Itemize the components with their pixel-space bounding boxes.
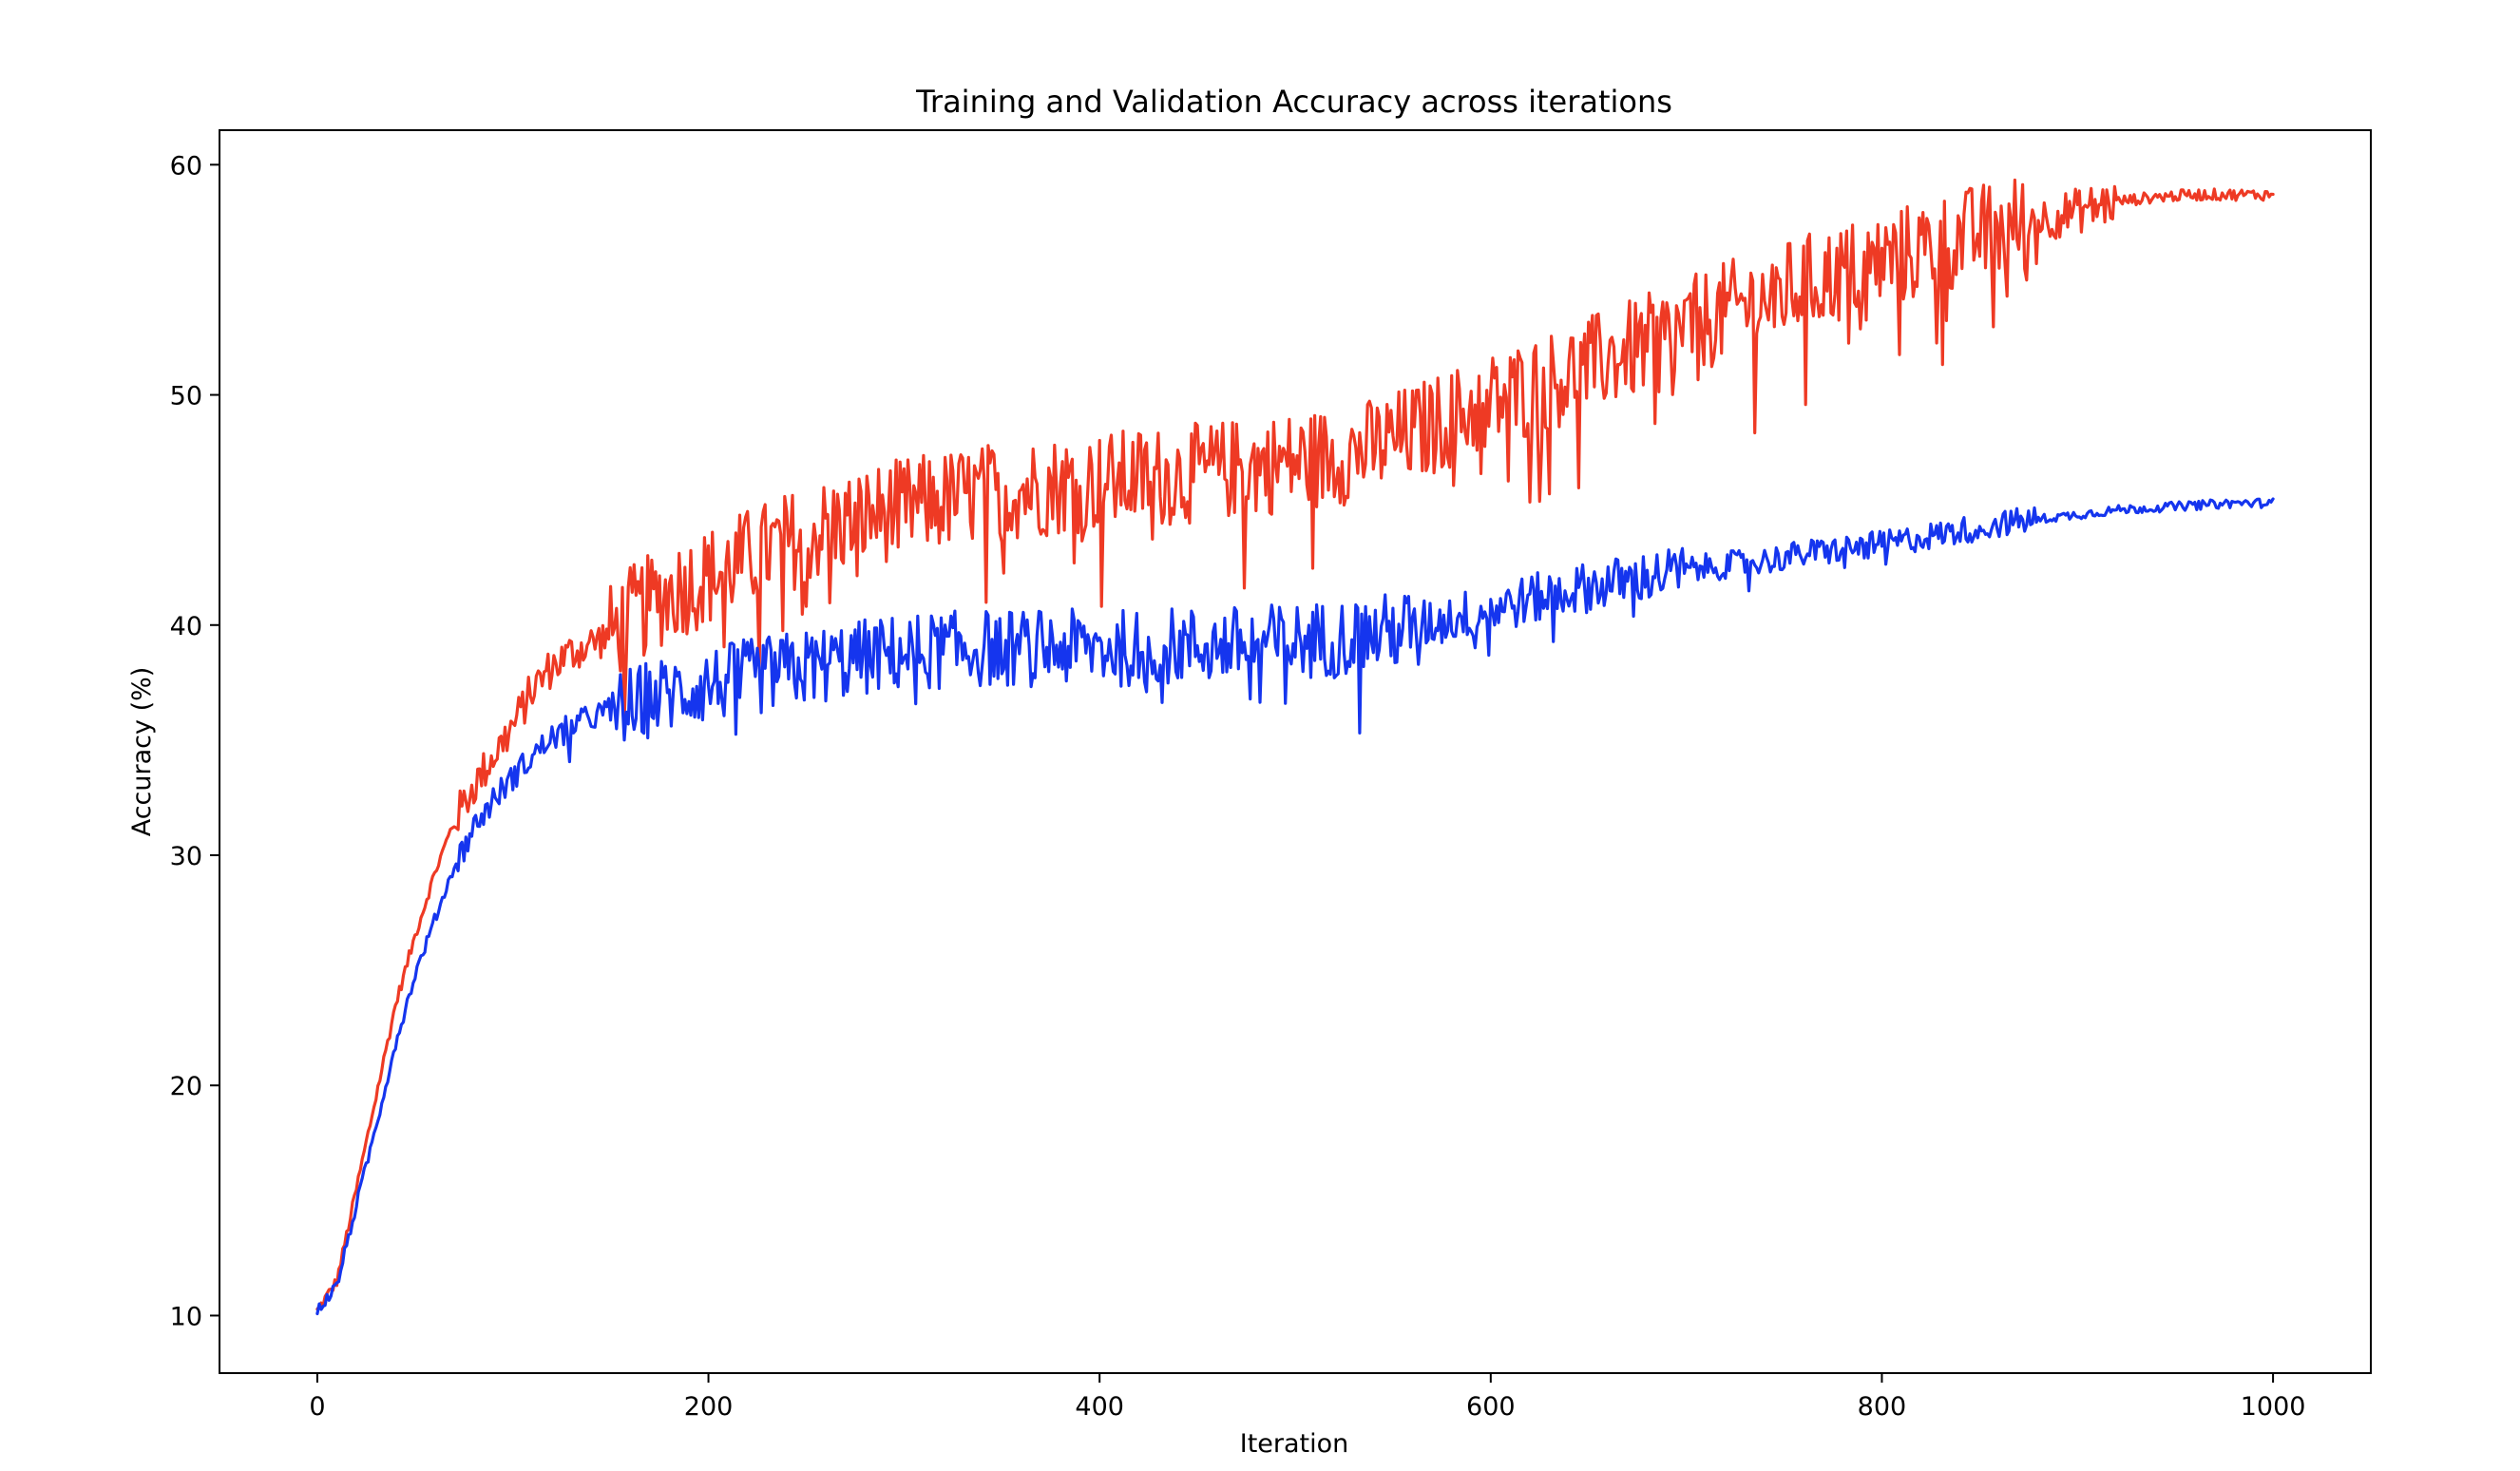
x-tick-label: 1000	[2241, 1392, 2306, 1422]
y-tick-label: 20	[170, 1072, 202, 1101]
plot-frame	[219, 129, 2372, 1374]
x-tick-label: 400	[1075, 1392, 1124, 1422]
x-tick-label: 200	[684, 1392, 734, 1422]
y-axis: 10 20 30 40 50 60	[170, 151, 220, 1331]
series-line-1	[315, 497, 2275, 1316]
y-tick-label: 10	[170, 1302, 202, 1331]
x-tick-label: 800	[1858, 1392, 1907, 1422]
x-tick-label: 600	[1466, 1392, 1516, 1422]
plot-area	[219, 129, 2372, 1374]
y-tick-label: 30	[170, 842, 202, 871]
series-layer	[315, 178, 2275, 1316]
x-tick-label: 0	[309, 1392, 325, 1422]
y-tick-label: 50	[170, 382, 202, 411]
x-axis: 0 200 400 600 800 1000	[309, 1373, 2305, 1422]
y-tick-label: 40	[170, 612, 202, 641]
series-line-0	[315, 178, 2275, 1311]
y-tick-label: 60	[170, 151, 202, 181]
y-axis-label: Accuracy (%)	[127, 667, 157, 837]
chart-title: Training and Validation Accuracy across …	[915, 84, 1672, 120]
x-axis-label: Iteration	[1240, 1429, 1349, 1459]
